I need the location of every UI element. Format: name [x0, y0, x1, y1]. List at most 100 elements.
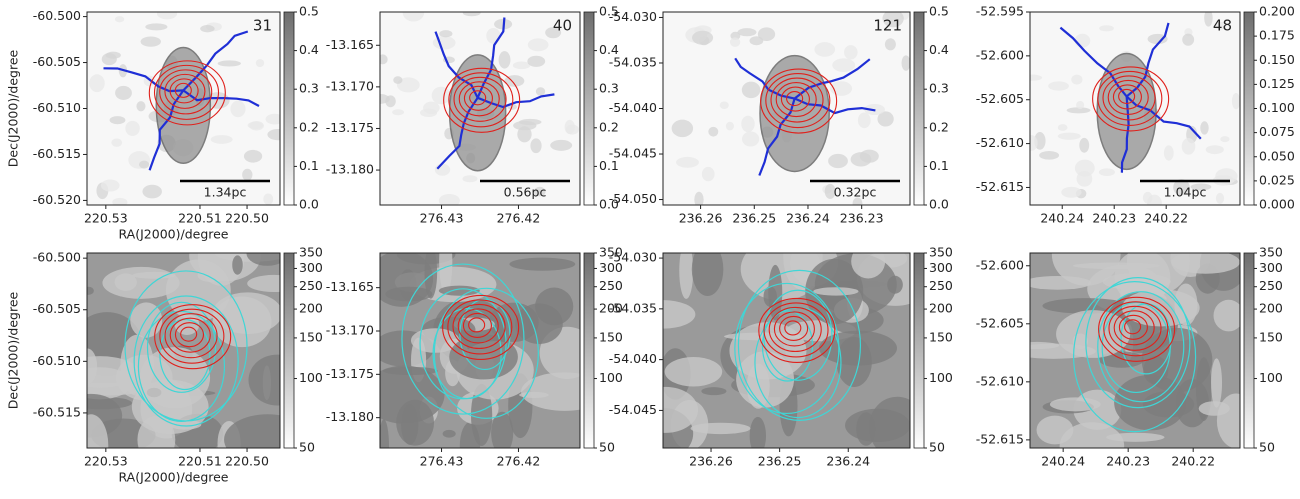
image-blob — [1048, 81, 1069, 91]
image-blob — [206, 92, 230, 109]
y-tick-label: -54.035 — [609, 300, 657, 315]
image-blob — [115, 85, 132, 100]
image-blob — [255, 59, 265, 67]
image-blob — [857, 112, 871, 129]
panel: 220.53 220.51 220.50 -60.500 -60.505 -60.510 -… — [6, 4, 319, 242]
cyan-contour — [734, 282, 840, 415]
source-id: 121 — [873, 17, 902, 35]
colorbar-tick-label: 0.4 — [929, 42, 949, 57]
image-blob — [850, 152, 872, 167]
image-blob — [1066, 107, 1091, 114]
colorbar-tick-label: 100 — [929, 370, 953, 385]
colorbar-tick-label: 150 — [1259, 329, 1283, 344]
red-contour — [1112, 84, 1142, 110]
red-contour — [784, 320, 802, 336]
red-contour — [775, 82, 817, 118]
image-blob — [248, 354, 280, 406]
image-blob — [1049, 397, 1101, 412]
scale-bar-label: 1.04pc — [1164, 185, 1207, 200]
image-blob — [550, 139, 573, 151]
y-tick-label: -54.045 — [609, 402, 657, 417]
image-blob — [1030, 135, 1038, 151]
image-blob — [1171, 253, 1240, 274]
image — [663, 12, 910, 205]
image-blob — [545, 27, 562, 39]
image-blob — [438, 193, 460, 205]
x-tick-label: 240.24 — [1041, 454, 1085, 469]
cyan-contour — [146, 301, 217, 393]
red-contour — [1098, 296, 1176, 362]
x-tick-label: 240.22 — [1144, 211, 1188, 226]
filament — [448, 54, 507, 172]
colorbar-tick-label: 350 — [1259, 245, 1283, 260]
x-tick-label: 236.26 — [679, 211, 723, 226]
red-contour — [779, 315, 809, 342]
image-blob — [701, 387, 727, 396]
image — [87, 253, 280, 448]
red-contour — [169, 317, 211, 353]
axes-frame — [379, 252, 581, 449]
image-blob — [671, 119, 694, 138]
colorbar-tick-label: 0.1 — [929, 158, 949, 173]
image-blob — [1147, 33, 1168, 45]
red-contour — [462, 312, 492, 339]
colorbar — [283, 252, 295, 449]
red-contour — [159, 69, 213, 115]
scale-bar-label: 0.56pc — [504, 185, 547, 200]
y-tick-label: -60.500 — [33, 250, 81, 265]
y-tick-label: -60.505 — [33, 54, 81, 69]
image-blob — [200, 25, 215, 33]
image-blob — [87, 414, 109, 448]
image-blob — [535, 87, 546, 96]
colorbar-tick-label: 0.1 — [299, 158, 319, 173]
y-tick-label: -54.035 — [609, 54, 657, 69]
x-tick-label: 220.50 — [225, 211, 269, 226]
colorbar-tick-label: 0.3 — [299, 81, 319, 96]
image-blob — [224, 414, 280, 448]
image-blob — [139, 160, 150, 169]
axes-frame — [86, 252, 281, 449]
image-blob — [844, 45, 858, 60]
image-blob — [217, 60, 241, 67]
image-blob — [691, 253, 724, 297]
colorbar-tick-label: 200 — [299, 301, 323, 316]
colorbar-tick-label: 300 — [299, 260, 323, 275]
image-blob — [852, 197, 863, 205]
red-contour — [1118, 314, 1148, 340]
red-contour — [148, 60, 226, 126]
skeleton — [434, 31, 479, 99]
image — [380, 253, 580, 448]
image-blob — [392, 109, 404, 116]
image-blob — [168, 419, 202, 430]
y-tick-label: -52.610 — [976, 135, 1024, 150]
colorbar-tick-label: 0.125 — [1259, 76, 1295, 91]
image-blob — [1099, 25, 1114, 32]
image-blob — [814, 42, 836, 57]
colorbar-tick-label: 0.5 — [599, 4, 619, 19]
image — [1030, 253, 1240, 448]
colorbar-tick-label: 50 — [599, 440, 615, 455]
panel: 240.24 240.23 240.22 -52.600 -52.605 -52.610 -… — [976, 245, 1283, 469]
image-blob — [132, 271, 176, 279]
image-blob — [1057, 132, 1081, 140]
image-blob — [1030, 74, 1043, 81]
colorbar-tick-label: 0.4 — [599, 42, 619, 57]
filament — [155, 46, 212, 165]
cyan-contour — [459, 298, 511, 371]
skeleton — [734, 57, 795, 100]
image-blob — [663, 386, 699, 433]
image-blob — [87, 286, 94, 295]
image-blob — [1030, 275, 1092, 290]
colorbar — [1243, 252, 1255, 449]
red-contour — [1103, 301, 1169, 357]
image-blob — [145, 23, 168, 31]
y-tick-label: -54.030 — [609, 250, 657, 265]
y-tick-label: -54.045 — [609, 146, 657, 161]
image-blob — [813, 287, 859, 296]
colorbar-tick-label: 0.0 — [299, 197, 319, 212]
red-contour — [1113, 310, 1155, 346]
x-tick-label: 276.42 — [497, 454, 541, 469]
image-blob — [664, 357, 723, 387]
image-blob — [431, 86, 451, 105]
image-blob — [824, 183, 836, 199]
